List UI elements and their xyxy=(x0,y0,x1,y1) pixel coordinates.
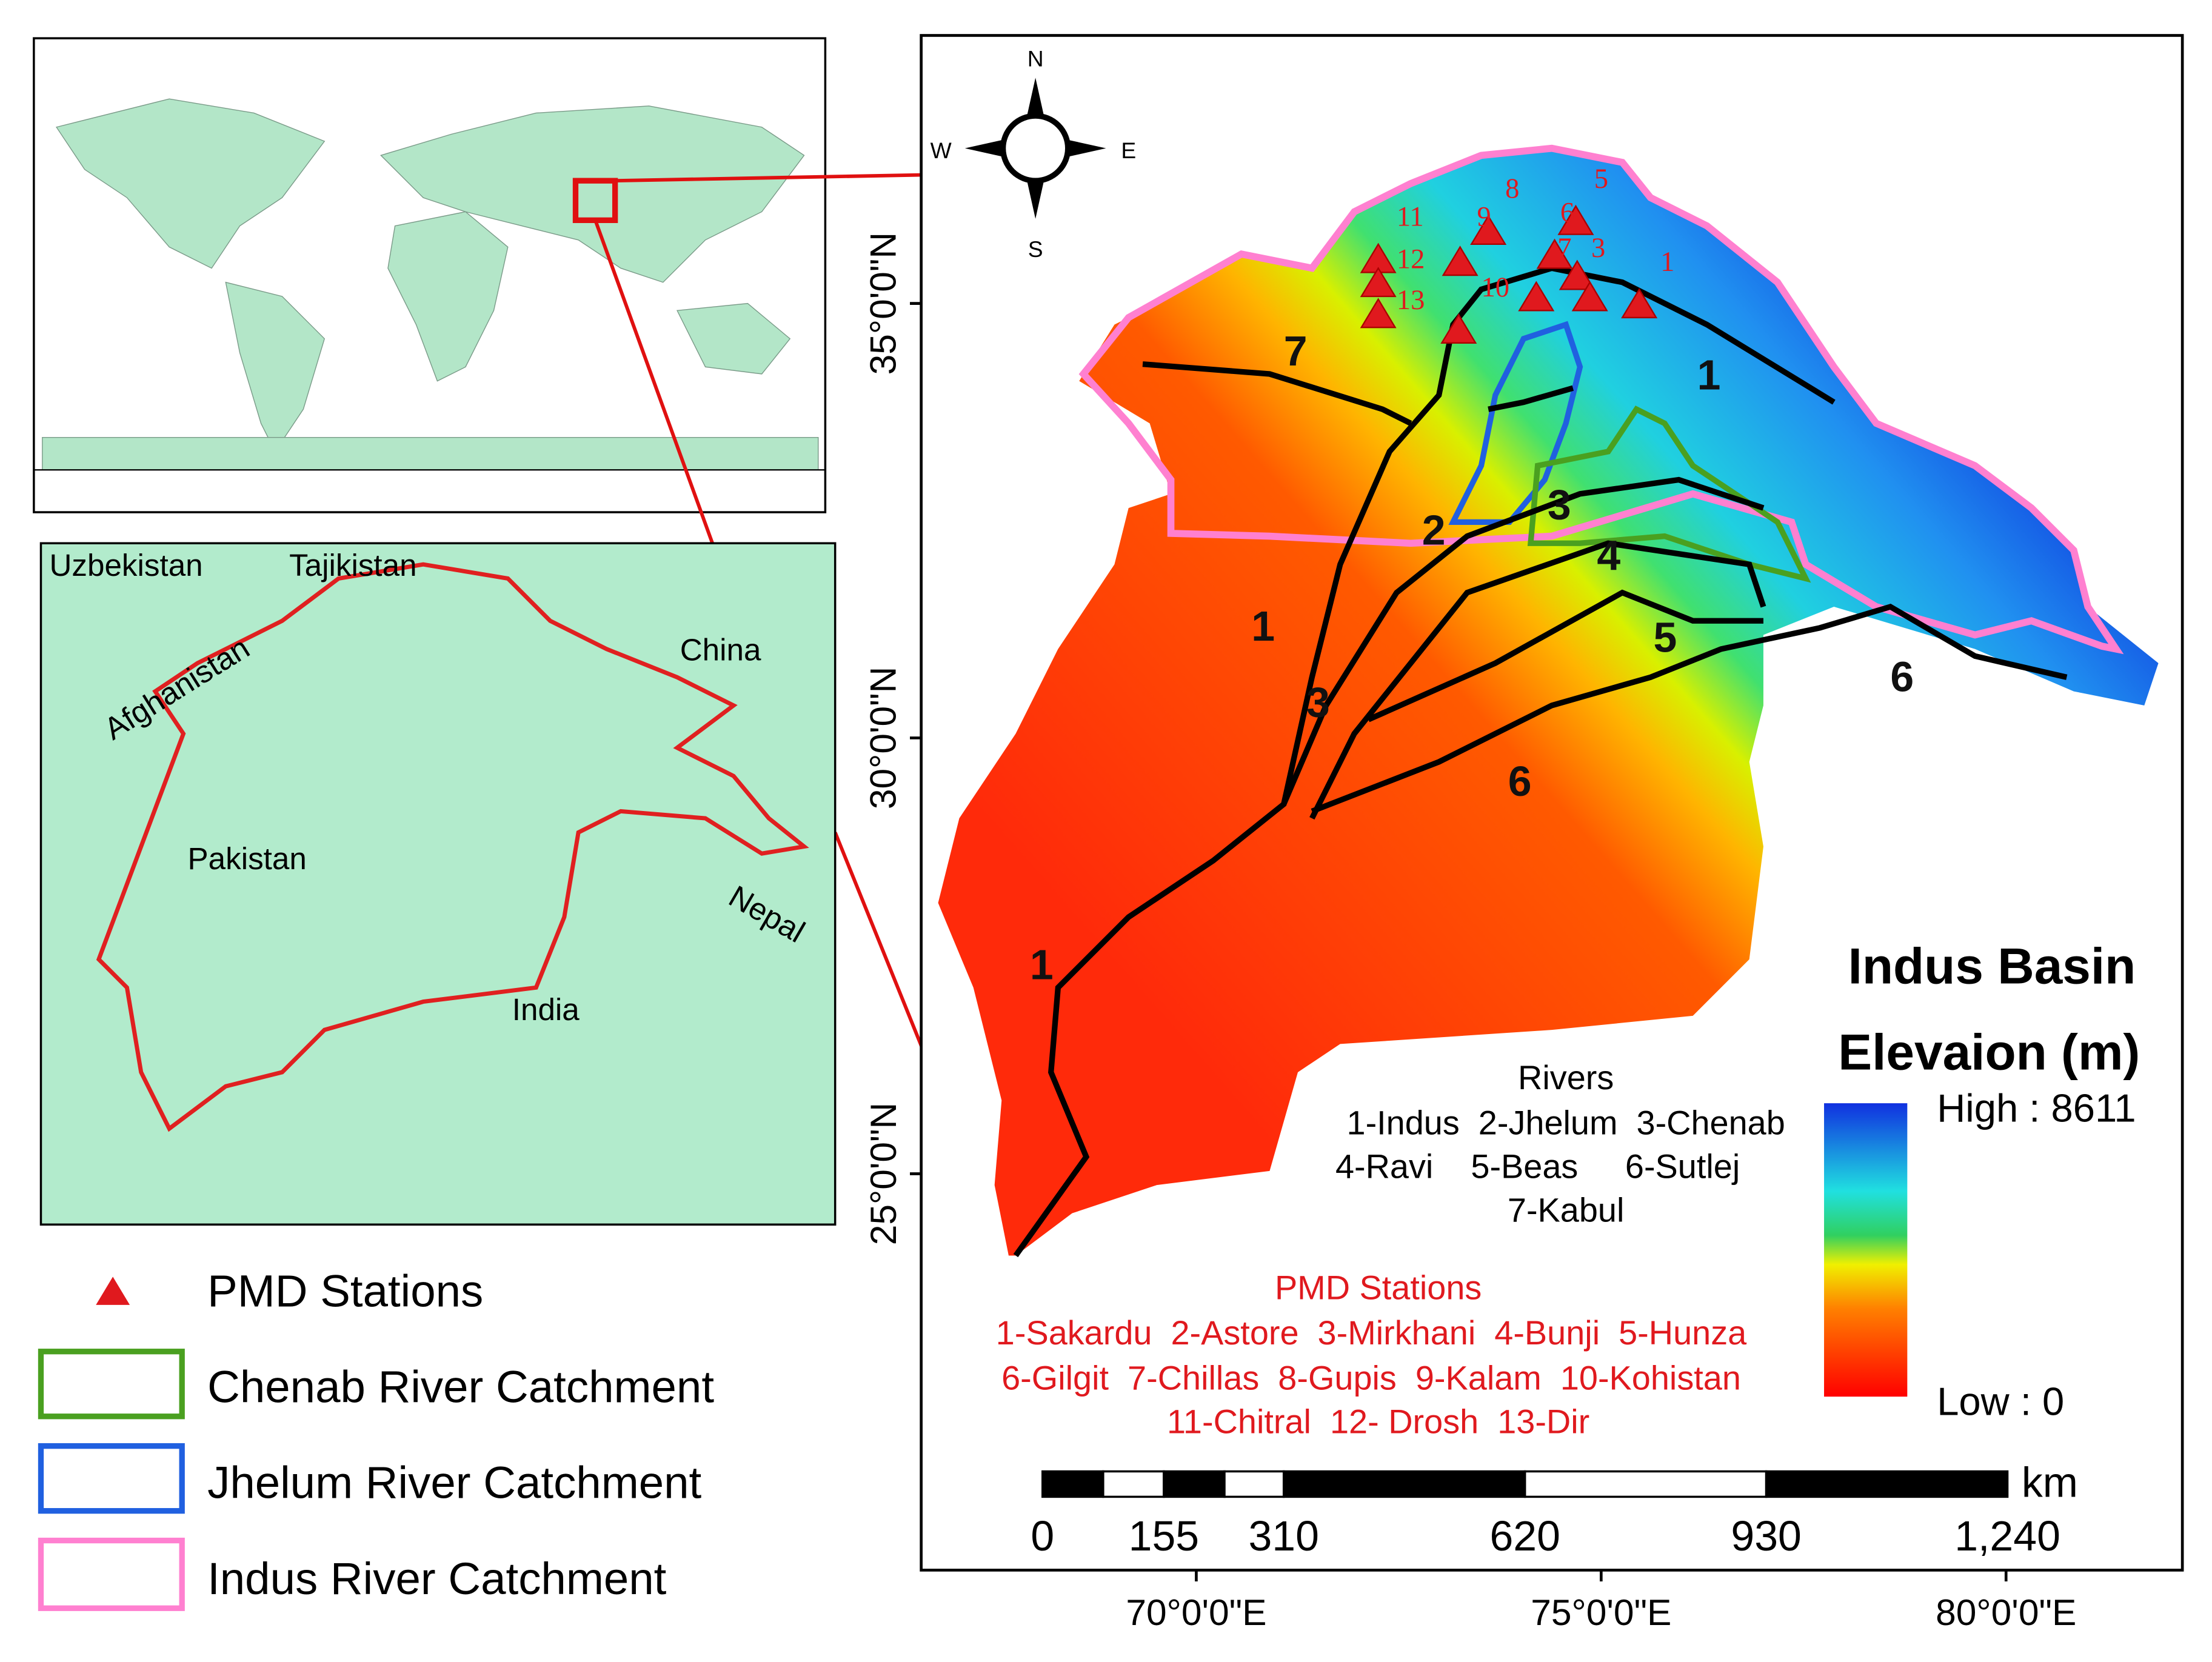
legend-symbol xyxy=(96,1277,130,1305)
river-number: 3 xyxy=(1306,678,1330,726)
river-number: 1 xyxy=(1251,602,1275,650)
station-number: 6 xyxy=(1560,198,1574,229)
station-number: 9 xyxy=(1477,202,1491,233)
stations-line: 1-Sakardu 2-Astore 3-Mirkhani 4-Bunji 5-… xyxy=(996,1313,1747,1352)
river-number: 1 xyxy=(1697,352,1721,399)
stations xyxy=(1360,204,1658,344)
river-number: 6 xyxy=(1508,758,1532,805)
station-number: 12 xyxy=(1397,244,1425,275)
latitude-label: 35°0'0"N xyxy=(863,232,904,375)
scale-label: 930 xyxy=(1731,1512,1801,1560)
stations-title: PMD Stations xyxy=(1275,1269,1482,1307)
scale-label: 1,240 xyxy=(1954,1512,2060,1560)
compass-label: W xyxy=(931,138,952,163)
legend-symbol xyxy=(38,1349,185,1420)
main-map: 11 12 13 9 8 5 6 7 3 1 10 1 7 2 3 4 5 1 … xyxy=(863,34,2184,1633)
colorbar xyxy=(1824,1103,1908,1397)
inset-label: Tajikistan xyxy=(289,548,417,582)
station-number: 3 xyxy=(1591,233,1605,264)
station-number: 11 xyxy=(1397,202,1424,233)
river-number: 2 xyxy=(1422,507,1446,554)
river-number: 3 xyxy=(1548,481,1571,529)
legend-label: Indus River Catchment xyxy=(207,1554,667,1604)
inset-label: India xyxy=(512,992,580,1027)
legend-symbol xyxy=(38,1537,185,1611)
legend-label: PMD Stations xyxy=(207,1266,483,1316)
indus-catchment xyxy=(1078,144,2124,655)
stations-line: 11-Chitral 12- Drosh 13-Dir xyxy=(1167,1403,1589,1441)
inset-label: China xyxy=(680,632,761,667)
station-number: 8 xyxy=(1505,173,1519,204)
map-title: Elevaion (m) xyxy=(1838,1023,2140,1080)
rivers-line: 7-Kabul xyxy=(1508,1191,1624,1229)
scale-unit: km xyxy=(2022,1458,2078,1506)
legend-label: Chenab River Catchment xyxy=(207,1362,714,1412)
scale-label: 155 xyxy=(1129,1512,1199,1560)
longitude-label: 80°0'0"E xyxy=(1936,1592,2076,1633)
stations-line: 6-Gilgit 7-Chillas 8-Gupis 9-Kalam 10-Ko… xyxy=(1001,1359,1741,1397)
colorbar-label: Low : 0 xyxy=(1937,1379,2064,1423)
river-number: 6 xyxy=(1890,653,1914,701)
longitude-label: 70°0'0"E xyxy=(1126,1592,1266,1633)
station-number: 10 xyxy=(1482,272,1510,303)
map-title: Indus Basin xyxy=(1848,937,2136,994)
river-number: 5 xyxy=(1653,613,1677,661)
scale-bar xyxy=(1041,1470,2009,1498)
legend-label: Jhelum River Catchment xyxy=(207,1458,701,1508)
jhelum-catchment xyxy=(1448,321,1583,526)
river-number: 7 xyxy=(1284,327,1308,375)
legend-symbol xyxy=(38,1443,185,1514)
rivers-line: 1-Indus 2-Jhelum 3-Chenab xyxy=(1347,1103,1785,1141)
chenab-catchment xyxy=(1527,405,1811,583)
scale-label: 620 xyxy=(1489,1512,1560,1560)
basin-elevation xyxy=(938,148,2159,1256)
legend: PMD Stations Chenab River Catchment Jhel… xyxy=(38,1266,714,1611)
compass-label: E xyxy=(1121,138,1136,163)
river-number: 1 xyxy=(1030,941,1054,988)
latitude-label: 30°0'0"N xyxy=(863,667,904,810)
world-map xyxy=(33,37,827,513)
inset-label: Uzbekistan xyxy=(49,548,202,582)
scale-label: 310 xyxy=(1248,1512,1318,1560)
compass-label: S xyxy=(1028,236,1043,262)
longitude-label: 75°0'0"E xyxy=(1531,1592,1671,1633)
colorbar-label: High : 8611 xyxy=(1937,1086,2136,1130)
station-number: 7 xyxy=(1557,233,1571,264)
station-number: 5 xyxy=(1594,164,1608,195)
scale-label: 0 xyxy=(1031,1512,1054,1560)
rivers-title: Rivers xyxy=(1518,1058,1614,1096)
latitude-label: 25°0'0"N xyxy=(863,1103,904,1246)
station-number: 1 xyxy=(1660,247,1674,278)
inset-map: Uzbekistan Tajikistan China Afghanistan … xyxy=(39,542,837,1226)
graticule-ticks xyxy=(910,302,2008,1582)
north-arrow: N S E W xyxy=(931,46,1136,262)
river-number: 4 xyxy=(1597,532,1620,579)
rivers-line: 4-Ravi 5-Beas 6-Sutlej xyxy=(1335,1147,1740,1185)
compass-label: N xyxy=(1027,46,1044,72)
inset-label: Pakistan xyxy=(188,841,307,876)
station-number: 13 xyxy=(1397,285,1425,316)
